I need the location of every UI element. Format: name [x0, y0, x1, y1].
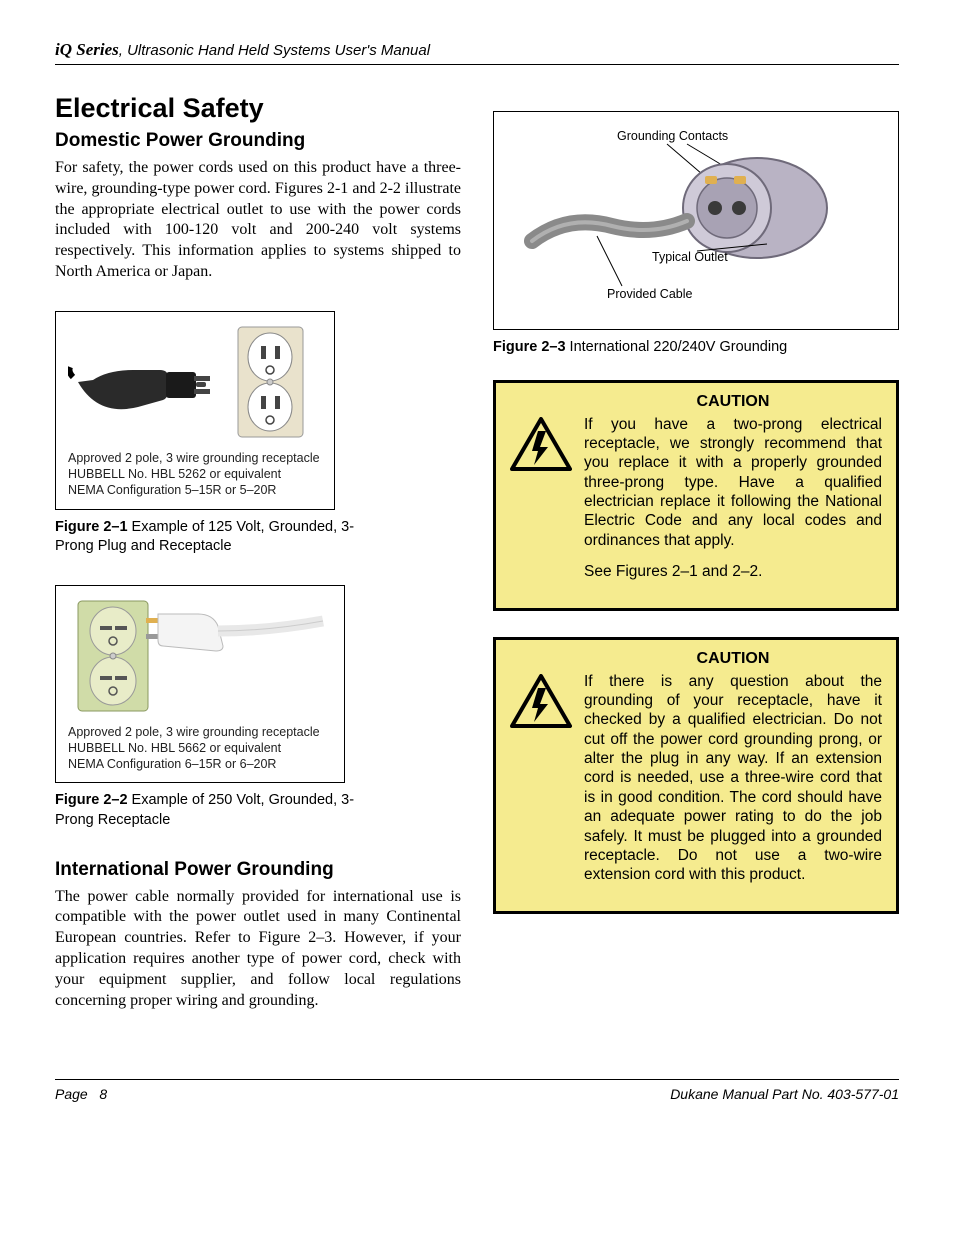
figure-2-2-box: Approved 2 pole, 3 wire grounding recept…: [55, 585, 345, 784]
caution-2-content: CAUTION If there is any question about t…: [584, 650, 882, 897]
figure-2-2-image: [68, 596, 332, 716]
caution-box-2: CAUTION If there is any question about t…: [493, 637, 899, 914]
caution-2-title: CAUTION: [584, 650, 882, 668]
label-grounding-contacts: Grounding Contacts: [617, 129, 728, 143]
figure-2-1-box: Approved 2 pole, 3 wire grounding recept…: [55, 311, 335, 510]
outlet-250v-illustration: [68, 596, 328, 716]
content-columns: Electrical Safety Domestic Power Groundi…: [55, 93, 899, 1039]
header-subtitle: , Ultrasonic Hand Held Systems User's Ma…: [119, 42, 430, 59]
figure-2-1-caption-bold: Figure 2–1: [55, 519, 128, 535]
label-typical-outlet: Typical Outlet: [652, 250, 728, 264]
figure-2-3-caption-bold: Figure 2–3: [493, 339, 566, 355]
figure-2-3-caption-text: International 220/240V Grounding: [566, 339, 788, 355]
figure-2-2-note3: NEMA Configuration 6–15R or 6–20R: [68, 756, 332, 772]
caution-1-title: CAUTION: [584, 393, 882, 411]
figure-2-3-caption: Figure 2–3 International 220/240V Ground…: [493, 338, 899, 358]
international-body: The power cable normally provided for in…: [55, 887, 461, 1012]
caution-icon-1: [510, 393, 574, 594]
right-column: Grounding Contacts Typical Outlet: [493, 93, 899, 1039]
international-heading: International Power Grounding: [55, 859, 461, 881]
caution-icon-2: [510, 650, 574, 897]
hazard-bolt-icon: [510, 417, 572, 473]
figure-2-1-note3: NEMA Configuration 5–15R or 5–20R: [68, 482, 322, 498]
figure-2-1-note2: HUBBELL No. HBL 5262 or equivalent: [68, 466, 322, 482]
caution-2-text: If there is any question about the groun…: [584, 672, 882, 885]
domestic-body: For safety, the power cords used on this…: [55, 158, 461, 283]
figure-2-1-image: [68, 322, 322, 442]
left-column: Electrical Safety Domestic Power Groundi…: [55, 93, 461, 1039]
page-footer: Page 8 Dukane Manual Part No. 403-577-01: [55, 1079, 899, 1102]
domestic-heading: Domestic Power Grounding: [55, 130, 461, 152]
hazard-bolt-icon: [510, 674, 572, 730]
page-header: iQ Series, Ultrasonic Hand Held Systems …: [55, 40, 899, 65]
footer-manual: Dukane Manual Part No. 403-577-01: [670, 1086, 899, 1102]
intl-grounding-illustration: Grounding Contacts Typical Outlet: [512, 126, 872, 306]
caution-1-see: See Figures 2–1 and 2–2.: [584, 562, 882, 581]
header-series: iQ Series: [55, 40, 119, 59]
figure-2-1-note1: Approved 2 pole, 3 wire grounding recept…: [68, 450, 322, 466]
footer-page-num: 8: [99, 1086, 107, 1102]
figure-2-2-note1: Approved 2 pole, 3 wire grounding recept…: [68, 724, 332, 740]
figure-2-1-caption: Figure 2–1 Example of 125 Volt, Grounded…: [55, 518, 375, 557]
footer-page: Page 8: [55, 1086, 107, 1102]
caution-2-body: If there is any question about the groun…: [584, 672, 882, 885]
label-provided-cable: Provided Cable: [607, 287, 693, 301]
plug-outlet-125v-illustration: [68, 322, 318, 442]
figure-2-3-box: Grounding Contacts Typical Outlet: [493, 111, 899, 330]
page-title: Electrical Safety: [55, 93, 461, 124]
caution-box-1: CAUTION If you have a two-prong electric…: [493, 380, 899, 611]
caution-1-content: CAUTION If you have a two-prong electric…: [584, 393, 882, 594]
caution-1-body: If you have a two-prong electrical recep…: [584, 415, 882, 551]
figure-2-2-caption: Figure 2–2 Example of 250 Volt, Grounded…: [55, 791, 355, 830]
figure-2-2-caption-bold: Figure 2–2: [55, 792, 128, 808]
footer-page-label: Page: [55, 1086, 88, 1102]
figure-2-2-note2: HUBBELL No. HBL 5662 or equivalent: [68, 740, 332, 756]
caution-1-text: If you have a two-prong electrical recep…: [584, 415, 882, 582]
